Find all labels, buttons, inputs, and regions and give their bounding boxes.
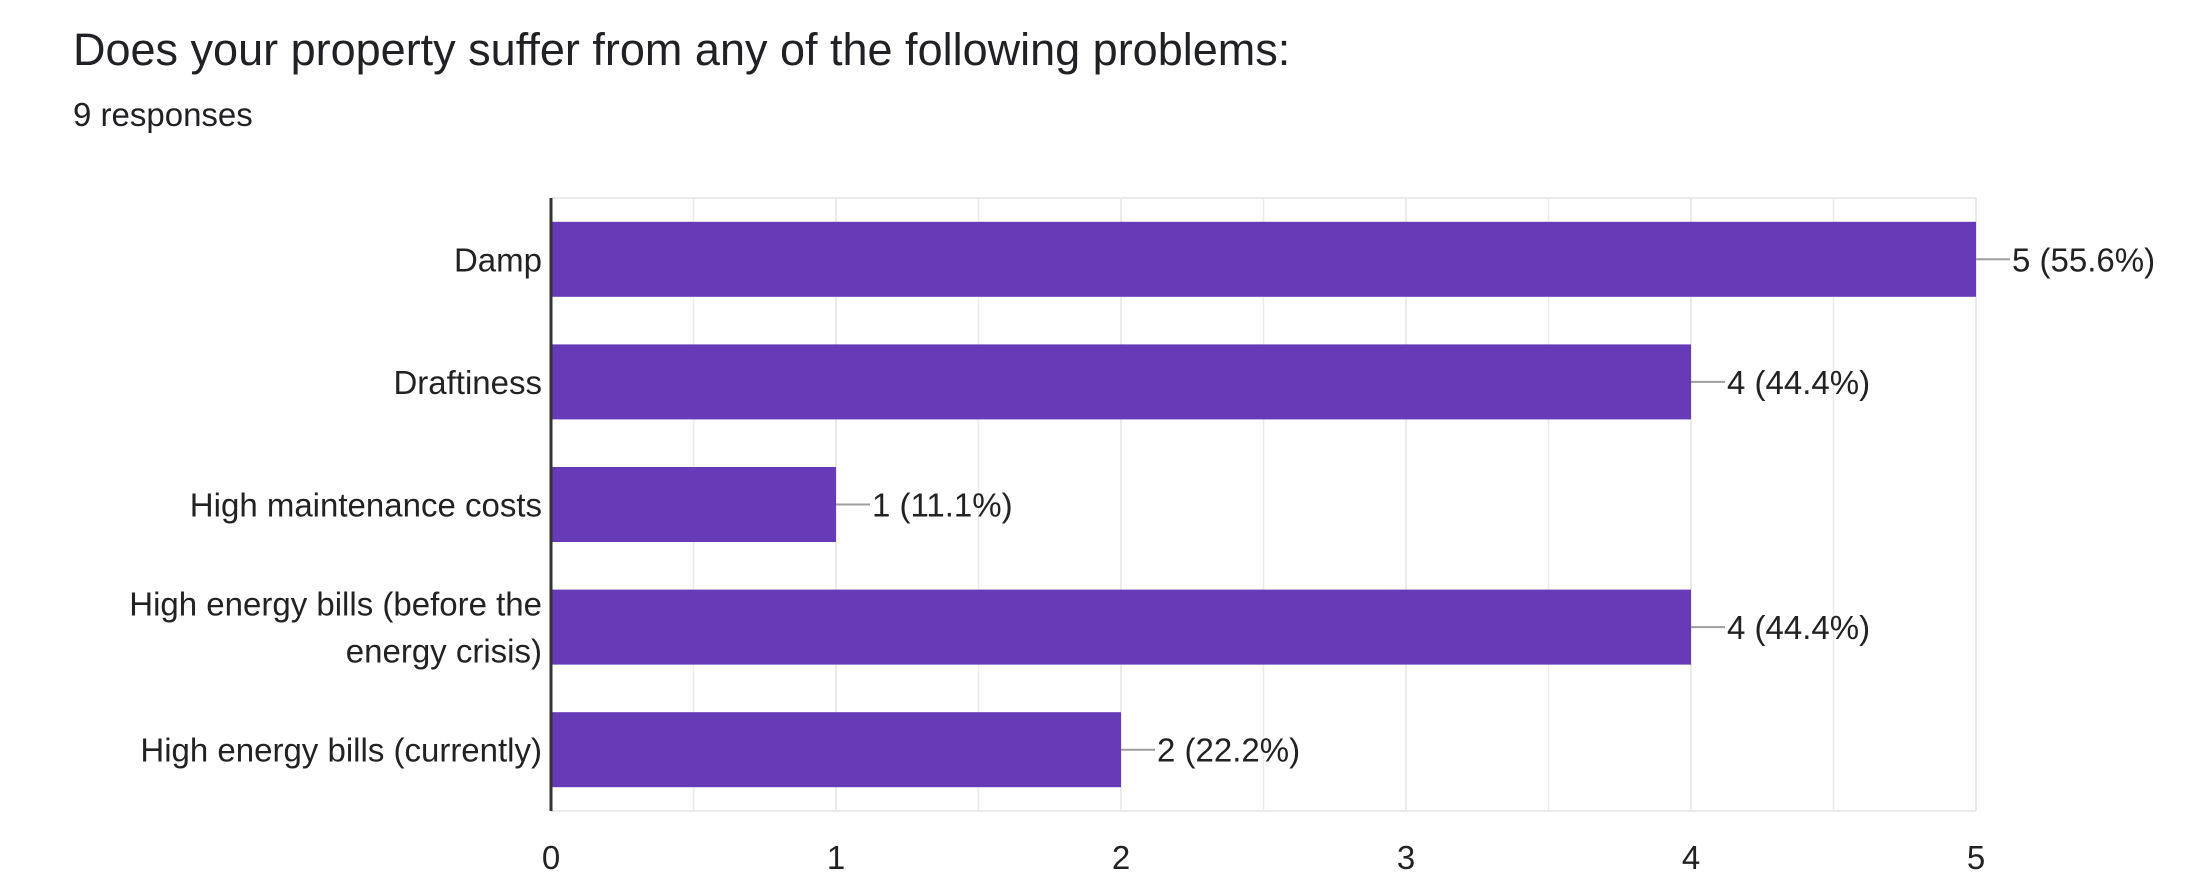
value-label: 2 (22.2%) (1157, 732, 1300, 769)
bar (551, 589, 1691, 665)
value-label: 5 (55.6%) (2012, 241, 2155, 278)
category-label: High energy bills (currently) (140, 732, 542, 769)
x-tick-label: 3 (1397, 839, 1415, 876)
category-label: Draftiness (393, 364, 542, 401)
category-label: Damp (454, 241, 542, 278)
category-label: High energy bills (before the (129, 586, 542, 623)
bar (551, 221, 1976, 297)
chart-title: Does your property suffer from any of th… (73, 24, 1291, 75)
value-label: 4 (44.4%) (1727, 609, 1870, 646)
bar (551, 712, 1121, 788)
value-label: 4 (44.4%) (1727, 364, 1870, 401)
category-label: energy crisis) (346, 633, 542, 670)
x-tick-label: 4 (1682, 839, 1700, 876)
value-label: 1 (11.1%) (872, 487, 1013, 524)
bar (551, 344, 1691, 420)
response-count: 9 responses (73, 96, 253, 133)
category-label: High maintenance costs (190, 487, 542, 524)
x-tick-label: 2 (1112, 839, 1130, 876)
x-tick-label: 5 (1967, 839, 1985, 876)
x-tick-label: 0 (542, 839, 560, 876)
x-tick-label: 1 (827, 839, 845, 876)
bar (551, 467, 836, 542)
